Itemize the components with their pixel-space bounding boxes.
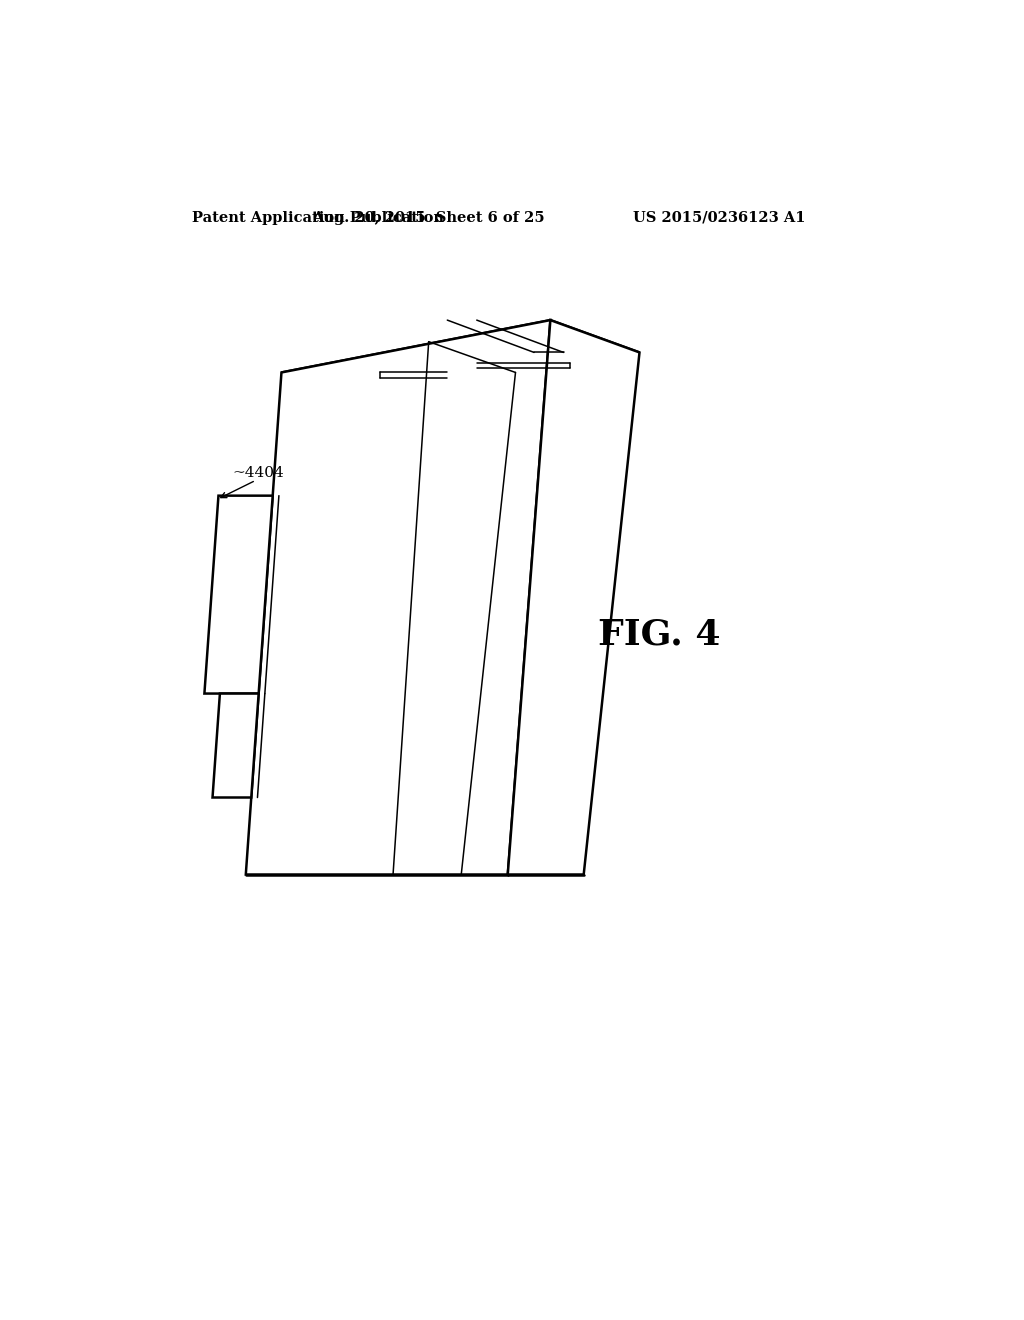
Text: ~4404: ~4404	[232, 466, 285, 479]
Polygon shape	[213, 693, 259, 797]
Text: US 2015/0236123 A1: US 2015/0236123 A1	[633, 211, 806, 224]
Text: Patent Application Publication: Patent Application Publication	[193, 211, 444, 224]
Polygon shape	[205, 496, 272, 693]
Polygon shape	[508, 321, 640, 874]
Polygon shape	[246, 321, 550, 874]
Text: Aug. 20, 2015  Sheet 6 of 25: Aug. 20, 2015 Sheet 6 of 25	[312, 211, 545, 224]
Text: FIG. 4: FIG. 4	[598, 618, 720, 651]
Polygon shape	[282, 321, 640, 404]
